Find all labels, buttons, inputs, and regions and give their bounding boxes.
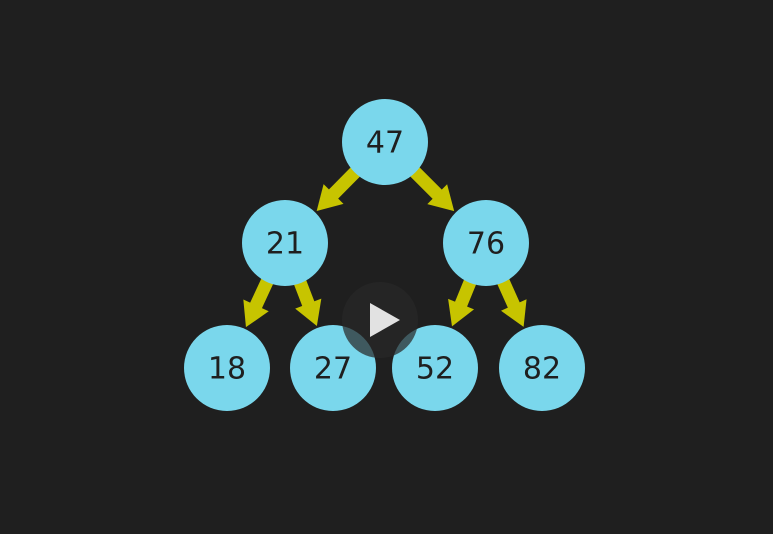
node-circle — [342, 99, 428, 185]
edges-layer — [243, 166, 527, 328]
arrowhead — [316, 184, 344, 212]
arrowhead — [243, 299, 269, 328]
play-button[interactable] — [342, 282, 418, 358]
node-circle — [242, 200, 328, 286]
node-label: 52 — [416, 352, 454, 387]
node-label: 82 — [523, 352, 561, 387]
tree-node-18: 18 — [184, 325, 270, 411]
edge-line — [249, 277, 274, 310]
tree-node-76: 76 — [443, 200, 529, 286]
edge-76-52 — [448, 278, 477, 327]
node-label: 27 — [314, 352, 352, 387]
edge-21-27 — [293, 278, 322, 326]
tree-node-47: 47 — [342, 99, 428, 185]
node-label: 18 — [208, 352, 246, 387]
node-circle — [392, 325, 478, 411]
tree-node-52: 52 — [392, 325, 478, 411]
node-label: 47 — [366, 126, 404, 161]
nodes-layer: 47 21 76 18 27 52 82 — [184, 99, 585, 411]
node-circle — [184, 325, 270, 411]
edge-47-76 — [409, 166, 455, 212]
node-circle — [443, 200, 529, 286]
arrowhead — [448, 298, 475, 327]
arrowhead — [427, 184, 455, 212]
node-circle — [499, 325, 585, 411]
edge-47-21 — [316, 166, 361, 212]
node-label: 76 — [467, 227, 505, 262]
arrowhead — [295, 298, 322, 326]
tree-node-82: 82 — [499, 325, 585, 411]
arrowhead — [501, 299, 527, 327]
edge-line — [454, 278, 477, 309]
edge-21-18 — [243, 277, 274, 328]
play-icon — [370, 303, 400, 337]
edge-line — [409, 166, 444, 201]
node-label: 21 — [266, 227, 304, 262]
tree-node-21: 21 — [242, 200, 328, 286]
edge-line — [293, 278, 316, 308]
edge-76-82 — [496, 277, 527, 327]
edge-line — [327, 166, 361, 200]
edge-line — [496, 277, 521, 310]
